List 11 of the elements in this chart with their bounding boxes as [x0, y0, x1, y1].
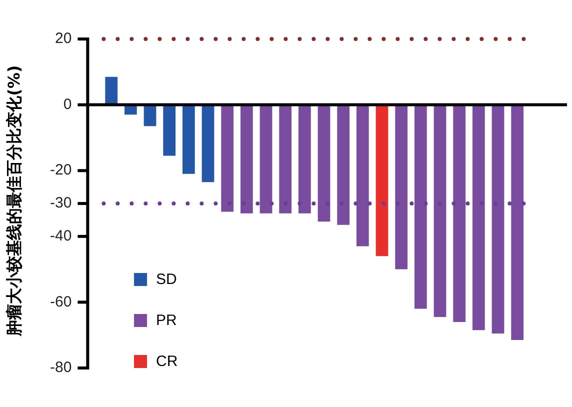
y-axis-title: 肿瘤大小较基线的最佳百分比变化(%)	[4, 64, 24, 338]
y-tick-label: -20	[50, 162, 72, 179]
legend-label: SD	[156, 270, 177, 288]
y-tick-label: -30	[50, 194, 72, 212]
y-tick-label: 0	[63, 96, 72, 113]
legend-label: PR	[156, 312, 177, 328]
y-tick-label: -60	[50, 293, 72, 310]
y-tick-label: -40	[50, 228, 72, 245]
legend-label: CR	[156, 352, 178, 370]
y-tick-label: -80	[50, 359, 72, 376]
y-tick-label: 20	[54, 30, 72, 48]
